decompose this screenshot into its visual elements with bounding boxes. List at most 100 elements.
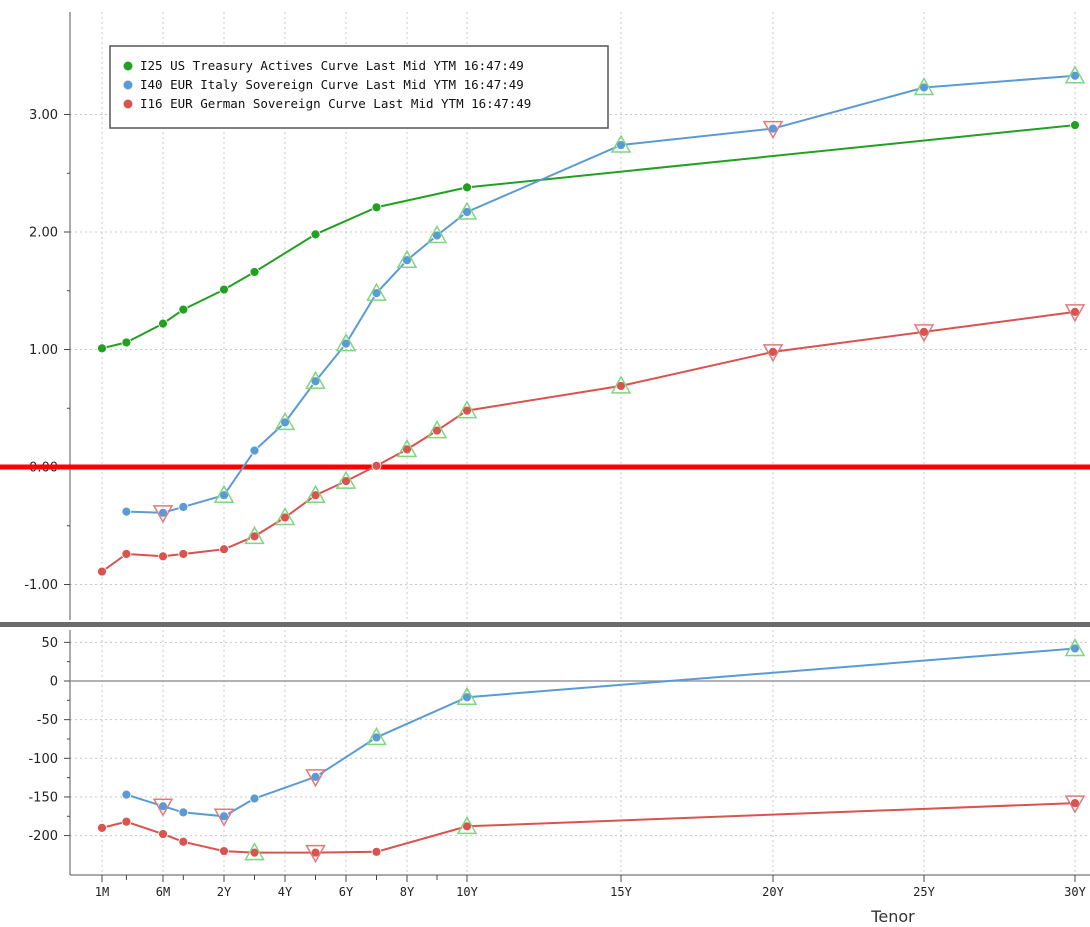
triangle-down-marker xyxy=(1064,304,1086,323)
triangle-down-marker xyxy=(762,120,784,140)
triangle-up-marker xyxy=(366,726,387,746)
data-point xyxy=(158,829,168,839)
axes: 1M 6M 2Y 4Y 6Y 8Y 10Y 15Y 20Y 25Y 30Y 3.00 2.00 1.00 0… xyxy=(0,12,1090,899)
triangle-down-marker xyxy=(762,344,784,363)
triangle-down-marker xyxy=(305,769,326,788)
triangle-up-marker xyxy=(456,815,478,835)
triangle-up-marker xyxy=(244,525,265,545)
triangle-up-marker xyxy=(913,76,935,96)
triangle-up-marker xyxy=(335,333,357,352)
data-point xyxy=(371,202,382,213)
x-tick-label: 6Y xyxy=(339,885,354,899)
triangle-down-marker xyxy=(913,324,935,343)
legend-box xyxy=(109,45,609,129)
legend-item: I25 US Treasury Actives Curve Last Mid Y… xyxy=(123,58,524,73)
data-point xyxy=(219,544,229,555)
x-tick-label: 25Y xyxy=(913,885,935,899)
triangle-up-marker xyxy=(456,686,478,705)
legend-label: I40 EUR Italy Sovereign Curve Last Mid Y… xyxy=(140,77,524,92)
data-point xyxy=(158,551,168,562)
triangle-down-marker xyxy=(1064,795,1086,814)
bottom-panel-area xyxy=(70,630,1090,875)
y-tick-label: -200 xyxy=(28,829,58,844)
legend-label: I25 US Treasury Actives Curve Last Mid Y… xyxy=(140,58,524,73)
x-tick-label: 2Y xyxy=(217,885,232,899)
triangle-up-marker xyxy=(244,842,265,861)
data-point xyxy=(121,789,132,800)
triangle-down-marker xyxy=(152,505,174,524)
triangle-up-marker xyxy=(396,438,418,458)
x-tick-label: 10Y xyxy=(456,885,478,899)
y-tick-label: -150 xyxy=(28,790,58,805)
legend-marker xyxy=(123,61,133,71)
data-point xyxy=(249,445,260,456)
data-point xyxy=(462,182,472,193)
series-line xyxy=(101,124,1076,350)
x-tick-label: 20Y xyxy=(762,885,784,899)
y-tick-label: 3.00 xyxy=(29,108,58,123)
data-point xyxy=(178,836,189,847)
data-point xyxy=(310,229,321,240)
triangle-up-marker xyxy=(213,484,235,503)
y-tick-label: 50 xyxy=(41,636,58,651)
plot-background xyxy=(70,12,1090,875)
data-point xyxy=(178,304,189,315)
triangle-up-marker xyxy=(305,484,326,503)
triangle-down-marker xyxy=(152,798,174,817)
triangle-up-marker xyxy=(274,411,296,431)
triangle-up-marker xyxy=(305,370,326,389)
y-tick-label: -50 xyxy=(37,713,58,728)
legend-item: I16 EUR German Sovereign Curve Last Mid … xyxy=(123,96,531,111)
data-point xyxy=(121,549,132,559)
triangle-up-marker xyxy=(610,375,632,394)
x-tick-label: 4Y xyxy=(278,885,293,899)
y-tick-label: 2.00 xyxy=(29,226,58,241)
legend-item: I40 EUR Italy Sovereign Curve Last Mid Y… xyxy=(123,77,524,92)
data-point xyxy=(158,318,168,329)
data-point xyxy=(97,566,107,577)
data-point xyxy=(371,460,382,471)
legend: I25 US Treasury Actives Curve Last Mid Y… xyxy=(109,45,609,129)
data-point xyxy=(178,549,189,559)
data-point xyxy=(178,807,189,818)
series-line xyxy=(126,74,1076,514)
series-line xyxy=(101,802,1076,854)
legend-marker xyxy=(123,80,133,90)
y-tick-label: -1.00 xyxy=(24,578,58,593)
data-point xyxy=(219,284,229,295)
x-axis-label: Tenor xyxy=(870,907,915,926)
triangle-up-marker xyxy=(426,224,448,244)
y-tick-label: -100 xyxy=(28,752,58,767)
triangle-up-marker xyxy=(456,201,478,220)
triangle-up-marker xyxy=(426,420,448,439)
data-point xyxy=(249,267,260,277)
legend-marker xyxy=(123,99,133,109)
x-tick-label: 8Y xyxy=(400,885,415,899)
legend-label: I16 EUR German Sovereign Curve Last Mid … xyxy=(140,96,531,111)
x-tick-label: 15Y xyxy=(610,885,632,899)
triangle-up-marker xyxy=(1064,638,1086,657)
triangle-up-marker xyxy=(274,506,296,526)
data-point xyxy=(178,502,189,512)
data-point xyxy=(121,337,132,348)
data-point xyxy=(219,846,229,856)
x-tick-label: 6M xyxy=(156,885,170,899)
data-point xyxy=(249,793,260,804)
y-tick-label: 0 xyxy=(50,675,58,690)
data-point xyxy=(121,506,132,517)
data-point xyxy=(97,343,107,354)
x-tick-label: 1M xyxy=(95,885,109,899)
triangle-down-marker xyxy=(213,808,235,827)
x-tick-label: 30Y xyxy=(1064,885,1086,899)
triangle-up-marker xyxy=(456,400,478,419)
triangle-up-marker xyxy=(610,134,632,153)
data-point xyxy=(371,846,382,857)
triangle-up-marker xyxy=(1064,65,1086,84)
data-point xyxy=(97,822,107,833)
panel-divider xyxy=(0,622,1090,627)
y-tick-label: 1.00 xyxy=(29,343,58,358)
triangle-up-marker xyxy=(396,249,418,268)
data-point xyxy=(1070,120,1080,130)
series-markers xyxy=(97,65,1086,864)
